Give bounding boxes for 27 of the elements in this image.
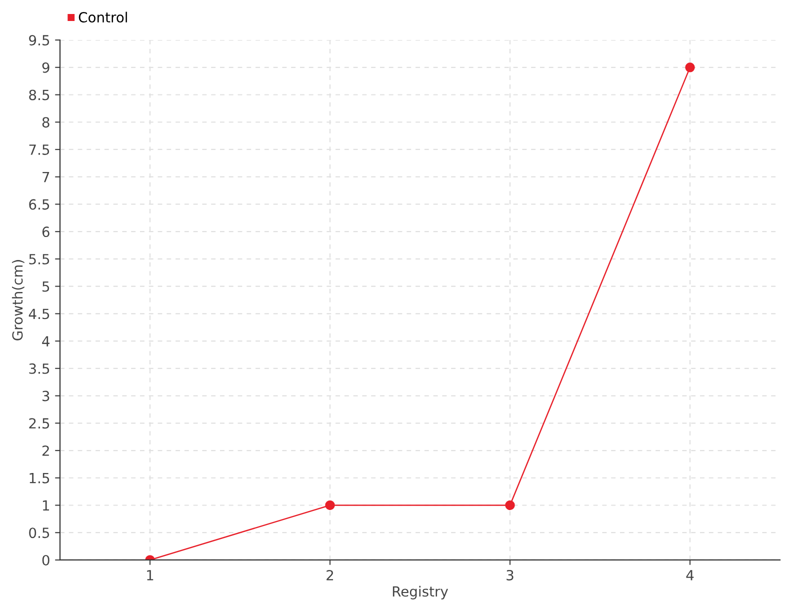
y-tick-label: 4.5	[28, 308, 50, 320]
y-tick-label: 3	[42, 390, 50, 402]
y-tick-label: 5.5	[29, 254, 50, 264]
y-tick-label: 9	[42, 62, 50, 73]
y-tick-label: 8	[42, 117, 50, 128]
x-tick-label: 4	[686, 570, 694, 580]
y-tick-label: 1.5	[30, 473, 50, 484]
y-tick-label: 7.5	[29, 144, 50, 155]
y-tick-label: 4	[42, 336, 50, 346]
y-tick-label: 9.5	[29, 34, 50, 46]
y-tick-label: 6.5	[29, 199, 50, 210]
y-tick-label: 5	[42, 281, 50, 292]
y-tick-label: 0.5	[29, 528, 50, 538]
y-tick-label: 2	[42, 445, 49, 456]
x-tick-label: 1	[147, 570, 154, 580]
x-tick-label: 2	[326, 570, 334, 580]
y-tick-label: 1	[42, 500, 49, 511]
y-tick-label: 8.5	[29, 90, 50, 100]
x-axis-title: Registry	[392, 586, 448, 600]
y-tick-label: 3.5	[29, 363, 50, 374]
y-tick-label: 6	[42, 226, 50, 238]
y-tick-label: 7	[42, 172, 50, 182]
x-tick-label: 3	[506, 570, 514, 580]
y-tick-label: 2.5	[29, 418, 50, 429]
y-tick-label: 0	[42, 554, 50, 566]
legend-label: Control	[78, 12, 127, 23]
y-axis-title: Growth(cm)	[12, 260, 24, 340]
